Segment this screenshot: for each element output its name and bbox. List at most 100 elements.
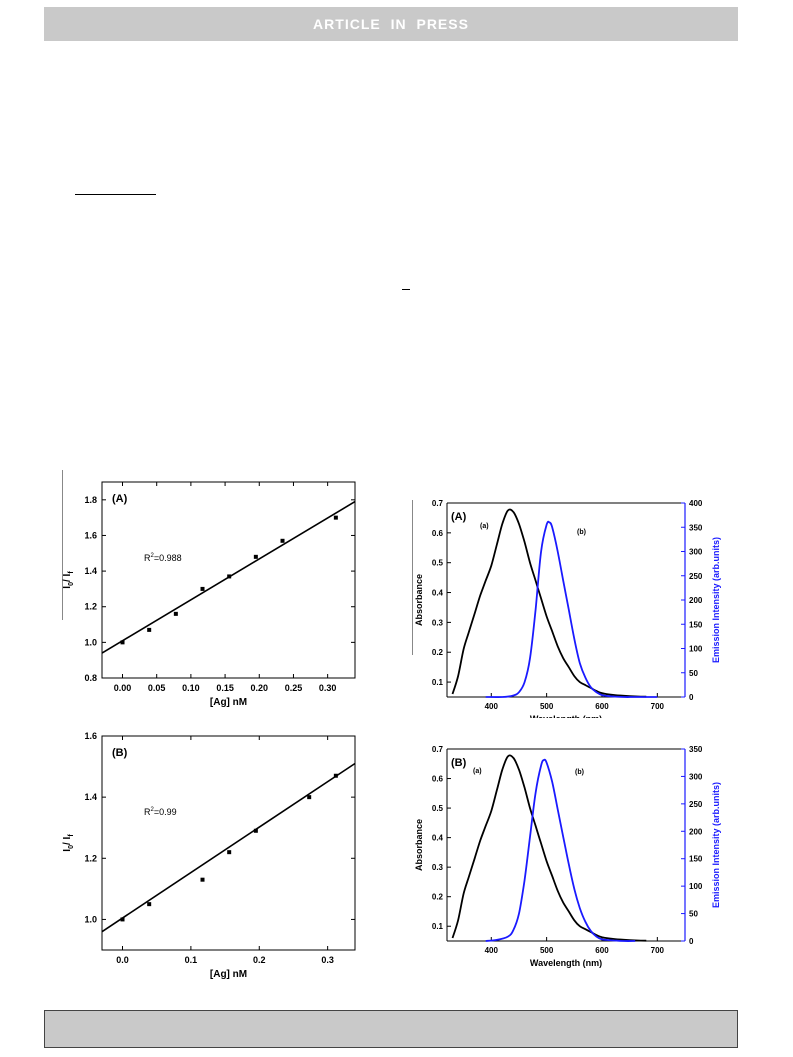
panel-label: (B) (112, 747, 128, 759)
data-point (227, 850, 232, 855)
data-point (200, 877, 205, 882)
y-axis-label: I0/ If (62, 834, 75, 852)
y-tick-label: 1.6 (84, 731, 97, 741)
y-tick-label: 1.0 (84, 637, 97, 647)
panel-label: (A) (112, 493, 128, 505)
series-line (485, 520, 658, 698)
x-tick-label: 0.30 (319, 683, 337, 693)
fit-line (101, 762, 356, 933)
x-tick-label: 0.00 (114, 683, 132, 693)
series-label-a: (a) (480, 523, 489, 530)
y-right-tick-label: 300 (689, 548, 703, 557)
y-tick-label: 1.4 (84, 792, 97, 802)
data-point (253, 554, 258, 559)
figure-chart-a-linear: 0.00 0.05 0.10 0.15 0.20 0.25 0.30 0.8 1.0 1.2 1.4… (62, 481, 356, 708)
data-point (227, 574, 232, 579)
y-left-tick-label: 0.1 (432, 922, 444, 931)
y-right-tick-label: 100 (689, 882, 703, 891)
y-left-tick-label: 0.5 (432, 804, 444, 813)
y-left-tick-label: 0.4 (432, 834, 444, 843)
y-right-axis-label: Emission Intensity (arb.units) (711, 782, 721, 908)
y-left-axis-label: Absorbance (414, 574, 424, 626)
banner-text: ARTICLE IN PRESS (313, 16, 469, 32)
x-tick-label: 0.20 (251, 683, 269, 693)
data-point (253, 828, 258, 833)
x-tick-label: 500 (540, 702, 554, 711)
series-label-b: (b) (577, 529, 586, 536)
y-left-tick-label: 0.1 (432, 678, 444, 687)
y-left-tick-label: 0.3 (432, 618, 444, 627)
y-right-tick-label: 50 (689, 910, 698, 919)
x-axis-label: [Ag] nM (210, 697, 247, 708)
data-point (120, 917, 125, 922)
y-tick-label: 1.6 (84, 530, 97, 540)
x-tick-label: 0.15 (216, 683, 234, 693)
data-point (173, 611, 178, 616)
data-point (307, 795, 312, 800)
y-tick-label: 1.2 (84, 602, 97, 612)
x-tick-label: 0.10 (182, 683, 200, 693)
data-point (333, 773, 338, 778)
y-right-tick-label: 200 (689, 596, 703, 605)
x-axis-label: [Ag] nM (210, 969, 247, 980)
data-point (120, 640, 125, 645)
y-right-tick-label: 150 (689, 620, 703, 629)
y-right-tick-label: 50 (689, 669, 698, 678)
series-line (451, 754, 647, 942)
x-tick-label: 0.3 (321, 955, 334, 965)
data-point (333, 515, 338, 520)
x-tick-label: 0.2 (253, 955, 266, 965)
y-right-tick-label: 250 (689, 572, 703, 581)
y-left-tick-label: 0.7 (432, 499, 444, 508)
y-right-tick-label: 350 (689, 523, 703, 532)
left-margin-rule (62, 470, 63, 620)
x-tick-label: 0.0 (116, 955, 129, 965)
y-right-axis-label: Emission Intensity (arb.units) (711, 537, 721, 663)
y-tick-label: 1.4 (84, 566, 97, 576)
x-axis-label: Wavelength (nm) (530, 958, 602, 968)
y-tick-label: 1.0 (84, 914, 97, 924)
x-tick-label: 0.25 (285, 683, 303, 693)
series-line (485, 758, 636, 942)
series-label-b: (b) (575, 769, 584, 776)
y-left-tick-label: 0.4 (432, 589, 444, 598)
y-right-tick-label: 100 (689, 645, 703, 654)
x-tick-label: 700 (651, 946, 665, 955)
y-right-tick-label: 250 (689, 800, 703, 809)
y-right-tick-label: 150 (689, 855, 703, 864)
right-margin-rule (412, 500, 413, 655)
x-tick-label: 0.05 (148, 683, 166, 693)
y-left-tick-label: 0.2 (432, 893, 444, 902)
y-left-tick-label: 0.6 (432, 529, 444, 538)
y-right-tick-label: 350 (689, 745, 703, 754)
y-right-tick-label: 200 (689, 827, 703, 836)
x-axis-label: Wavelength (nm) (530, 714, 602, 718)
r-squared-label: R2=0.988 (144, 553, 182, 563)
data-point (147, 902, 152, 907)
footnote-rule (75, 194, 156, 195)
y-right-tick-label: 300 (689, 772, 703, 781)
x-tick-label: 700 (651, 702, 665, 711)
y-left-tick-label: 0.2 (432, 648, 444, 657)
y-left-tick-label: 0.5 (432, 559, 444, 568)
series-line (451, 508, 647, 698)
y-tick-label: 1.2 (84, 853, 97, 863)
small-dash-mark (402, 289, 410, 290)
y-axis-label: I0/ If (62, 571, 75, 589)
x-tick-label: 600 (595, 946, 609, 955)
x-tick-label: 400 (485, 946, 499, 955)
x-tick-label: 400 (485, 702, 499, 711)
footer-citation-box (44, 1010, 738, 1048)
data-point (280, 538, 285, 543)
plot-frame (101, 735, 356, 951)
x-tick-label: 600 (595, 702, 609, 711)
panel-label: (B) (451, 757, 467, 769)
x-tick-label: 500 (540, 946, 554, 955)
figure-chart-b-linear: 0.0 0.1 0.2 0.3 1.0 1.2 1.4 1.6 (B) R2=0.99 [Ag] n… (62, 731, 356, 980)
figure-chart-b-spectra: 400 500 600 700 0.1 0.2 0.3 0.4 0.5 0.6 0.7 0 50 100 1… (414, 745, 721, 968)
figure-chart-a-spectra: 400 500 600 700 0.1 0.2 0.3 0.4 0.5 0.6 0.7 0 50 100 1… (414, 499, 721, 718)
r-squared-label: R2=0.99 (144, 807, 177, 817)
x-tick-label: 0.1 (185, 955, 198, 965)
plot-frame (101, 481, 356, 679)
data-point (147, 627, 152, 632)
